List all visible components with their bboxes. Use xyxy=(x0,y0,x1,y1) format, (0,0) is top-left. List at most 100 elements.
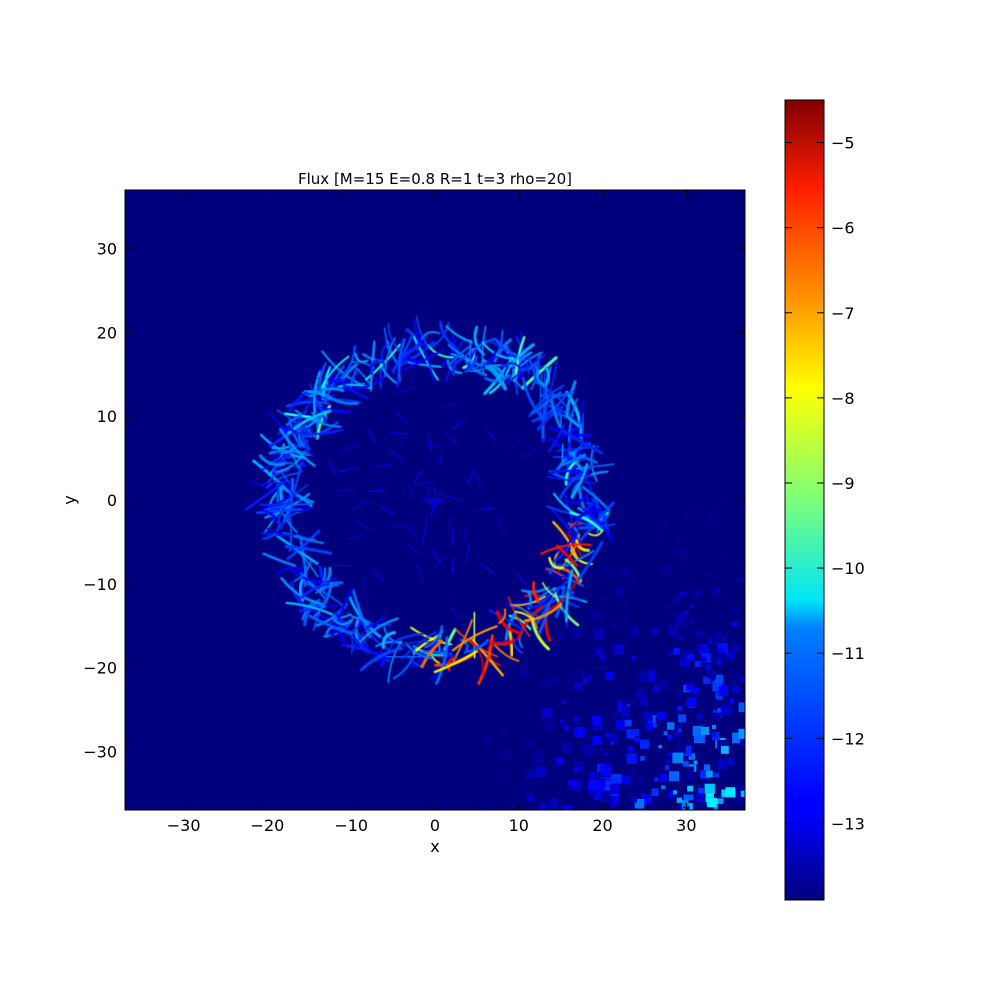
chart-title: Flux [M=15 E=0.8 R=1 t=3 rho=20] xyxy=(298,170,572,188)
shell-filament xyxy=(258,454,286,467)
shell-filament xyxy=(561,443,564,463)
noise-cell xyxy=(675,613,686,624)
interior-wisp xyxy=(466,468,476,484)
noise-cell xyxy=(612,795,620,803)
noise-cell xyxy=(710,505,719,515)
shell-filament xyxy=(559,453,587,467)
interior-wisp xyxy=(520,448,536,460)
noise-cell xyxy=(652,628,658,635)
shell-filament xyxy=(304,424,319,439)
noise-cell xyxy=(713,712,721,721)
shell-filament xyxy=(488,364,511,395)
shell-filament xyxy=(548,556,565,570)
shell-filament xyxy=(531,394,567,423)
colorbar-ticks: −13 −12 −11 −10 −9 −8 −7 −6 −5 xyxy=(785,134,865,833)
noise-cell xyxy=(542,708,553,719)
interior-wisp xyxy=(440,402,459,408)
shell-filament xyxy=(315,400,327,423)
noise-cell xyxy=(672,633,677,637)
noise-cell xyxy=(573,715,580,722)
shell-filament xyxy=(532,581,541,604)
shell-filament xyxy=(537,602,551,635)
shell-filament xyxy=(359,647,404,672)
noise-cell xyxy=(610,778,620,788)
noise-cell xyxy=(701,726,709,735)
noise-cell xyxy=(680,547,687,553)
shell-filament xyxy=(551,508,582,545)
noise-cell xyxy=(520,595,531,606)
noise-cell xyxy=(676,797,682,803)
shell-filament xyxy=(407,361,443,369)
noise-cell xyxy=(687,653,695,661)
noise-cell xyxy=(600,765,612,776)
shell-filament xyxy=(564,380,577,418)
noise-cell xyxy=(693,688,700,694)
noise-cell xyxy=(590,572,596,578)
noise-cell xyxy=(561,742,572,753)
noise-cell xyxy=(667,625,678,635)
colorbar-tick-label: −12 xyxy=(831,729,865,748)
shell-filament xyxy=(537,579,570,605)
noise-cell xyxy=(592,736,601,745)
shell-filament xyxy=(542,372,546,419)
shell-filament xyxy=(536,405,564,431)
noise-cell xyxy=(669,771,680,782)
interior-wisp xyxy=(397,386,415,394)
noise-cell xyxy=(656,522,666,532)
noise-cell xyxy=(731,643,740,651)
shell-filament xyxy=(575,539,590,552)
noise-cell xyxy=(594,790,604,800)
noise-cell xyxy=(676,691,683,698)
shell-filament xyxy=(535,368,548,387)
noise-cell xyxy=(683,794,690,801)
noise-cell xyxy=(668,651,673,656)
colorbar-tick-label: −8 xyxy=(831,389,855,408)
colorbar-tick-label: −13 xyxy=(831,814,865,833)
shell-filament xyxy=(280,577,324,606)
shell-filament xyxy=(297,428,306,448)
noise-cell xyxy=(628,698,636,705)
noise-cell xyxy=(700,770,709,779)
shell-filament xyxy=(441,334,455,368)
interior-wisp xyxy=(389,431,408,435)
shell-filament xyxy=(523,602,563,622)
noise-cell xyxy=(738,785,743,790)
noise-cell xyxy=(738,702,745,712)
noise-cell xyxy=(498,772,509,783)
noise-cell xyxy=(717,708,723,714)
noise-cell xyxy=(549,648,557,656)
noise-cell xyxy=(609,800,617,808)
noise-cell xyxy=(668,791,675,798)
noise-cell xyxy=(726,758,734,765)
shell-filament xyxy=(445,325,473,344)
noise-cell xyxy=(681,799,689,807)
noise-cell xyxy=(705,664,711,671)
y-axis: −30 −20 −10 0 10 20 30 xyxy=(83,240,745,761)
noise-cell xyxy=(732,621,738,627)
shell-filament xyxy=(575,508,602,521)
shell-filament xyxy=(569,511,603,532)
noise-cell xyxy=(595,575,605,586)
shell-filament xyxy=(283,412,312,418)
noise-cell xyxy=(675,549,682,556)
shell-filament xyxy=(266,468,290,484)
heatmap-marks xyxy=(245,315,745,810)
noise-cell xyxy=(740,790,745,797)
shell-filament xyxy=(513,378,527,391)
noise-cell xyxy=(664,601,672,609)
noise-cell xyxy=(627,575,638,587)
noise-cell xyxy=(500,726,510,736)
shell-filament xyxy=(354,352,369,363)
shell-filament xyxy=(308,614,353,635)
shell-filament xyxy=(451,625,498,652)
noise-cell xyxy=(579,744,584,749)
y-tick-label: 10 xyxy=(97,407,117,426)
noise-cell xyxy=(687,505,699,517)
noise-cell xyxy=(679,635,684,640)
noise-cell xyxy=(718,648,725,655)
shell-filament xyxy=(392,632,424,644)
noise-cell xyxy=(616,720,626,730)
shell-filament xyxy=(288,567,323,583)
interior-wisp xyxy=(430,547,441,563)
interior-wisp xyxy=(362,577,365,596)
